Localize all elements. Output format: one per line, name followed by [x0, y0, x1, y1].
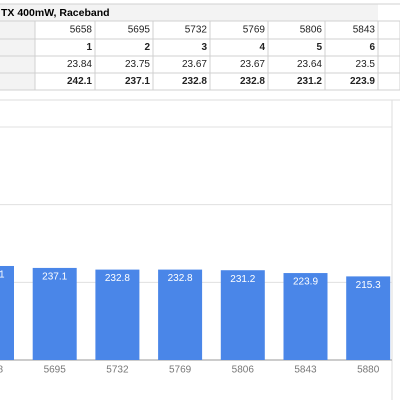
x-tick-label: 5843	[294, 365, 317, 376]
bar	[95, 269, 140, 360]
x-tick-label: 5658	[0, 365, 4, 376]
cell: 23.75	[125, 59, 150, 70]
data-label: 215.3	[356, 280, 381, 291]
cell: 5658	[70, 25, 93, 36]
x-tick-label: 5695	[44, 365, 67, 376]
cell: 5843	[353, 25, 376, 36]
cell: 5	[316, 42, 322, 53]
x-tick-label: 5880	[357, 365, 380, 376]
cell: 232.8	[182, 76, 207, 87]
cell: 23.5	[356, 59, 376, 70]
cell: 237.1	[125, 76, 150, 87]
data-label: 231.2	[230, 274, 255, 285]
data-label: 232.8	[168, 273, 193, 284]
bar	[0, 265, 14, 360]
data-label: 232.8	[105, 273, 130, 284]
x-tick-label: 5806	[232, 365, 255, 376]
cell: 231.2	[297, 76, 322, 87]
cell: 5806	[300, 25, 323, 36]
data-label: 237.1	[42, 272, 67, 283]
cell: 5695	[128, 25, 151, 36]
cell: 23.84	[67, 59, 92, 70]
cell: 232.8	[240, 76, 265, 87]
bar	[283, 273, 328, 360]
cell: 23.67	[240, 59, 265, 70]
table-title: TX 400mW, Raceband	[1, 7, 110, 19]
cell: 223.9	[350, 76, 375, 87]
data-label: 242.1	[0, 270, 5, 281]
x-tick-label: 5732	[106, 365, 129, 376]
header-row	[0, 4, 378, 21]
cell: 5732	[185, 25, 208, 36]
cell: 5769	[243, 25, 266, 36]
cell: 4	[259, 42, 265, 53]
cell: 2	[144, 42, 150, 53]
cell: 1	[86, 42, 92, 53]
cell: 23.64	[297, 59, 322, 70]
cell: 3	[201, 42, 207, 53]
data-label: 223.9	[293, 277, 318, 288]
cell: 23.67	[182, 59, 207, 70]
bar	[158, 269, 203, 360]
bar	[220, 270, 265, 360]
cell: 242.1	[67, 76, 92, 87]
bar	[346, 276, 391, 360]
x-tick-label: 5769	[169, 365, 192, 376]
bar	[32, 267, 77, 360]
cell: 6	[369, 42, 375, 53]
